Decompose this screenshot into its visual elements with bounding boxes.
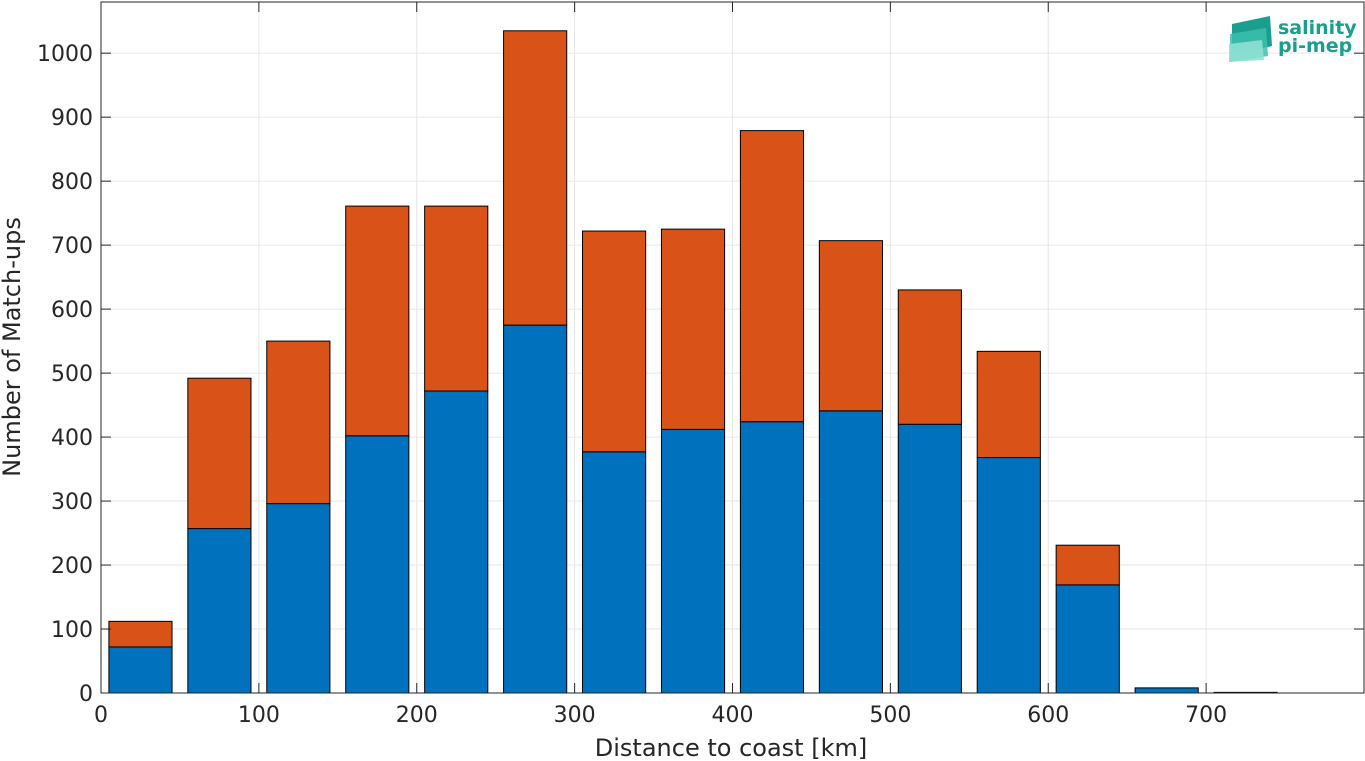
logo-line1: salinity	[1278, 17, 1357, 39]
bar-segment-series-2	[266, 340, 331, 505]
tick-labels: 0 100 200 300 400 500 600 700 0 100 200 300 400 500 60…	[37, 42, 1227, 728]
bar-segment-series-2	[660, 228, 726, 430]
salinity-pi-mep-logo: salinity pi-mep	[1229, 16, 1357, 62]
bar-segment-series-1	[424, 390, 489, 694]
bar-segment-series-2	[503, 30, 568, 326]
bars	[108, 30, 1278, 694]
bar-segment-series-2	[345, 205, 410, 437]
bar-segment-series-1	[1134, 687, 1199, 694]
bar-segment-series-1	[345, 435, 410, 694]
y-tick-label: 0	[79, 682, 93, 707]
bar-segment-series-1	[187, 528, 252, 694]
x-tick-label: 500	[869, 703, 911, 728]
bar-segment-series-2	[424, 205, 489, 392]
y-tick-label: 600	[51, 298, 93, 323]
bar-segment-series-2	[187, 377, 252, 530]
bar-segment-series-1	[897, 423, 962, 694]
bar-segment-series-1	[660, 428, 726, 694]
x-axis-label: Distance to coast [km]	[595, 734, 867, 761]
bar-segment-series-2	[582, 230, 647, 453]
y-tick-label: 200	[51, 554, 93, 579]
y-tick-label: 400	[51, 426, 93, 451]
y-tick-label: 300	[51, 490, 93, 515]
bar-segment-series-2	[818, 240, 883, 412]
bar-segment-series-1	[266, 503, 331, 694]
x-tick-label: 200	[396, 703, 438, 728]
bar-segment-series-1	[1055, 584, 1120, 694]
bar-segment-series-1	[976, 457, 1041, 694]
bar-segment-series-1	[108, 646, 173, 694]
bar-segment-series-2	[897, 289, 962, 425]
y-tick-label: 700	[51, 234, 93, 259]
logo-wave-icon	[1229, 16, 1272, 62]
y-tick-label: 500	[51, 362, 93, 387]
x-tick-label: 0	[94, 703, 108, 728]
x-tick-label: 600	[1027, 703, 1069, 728]
y-tick-label: 900	[51, 106, 93, 131]
x-tick-label: 700	[1185, 703, 1227, 728]
bar-segment-series-2	[739, 130, 805, 423]
bar-segment-series-2	[1055, 544, 1120, 586]
y-axis-label: Number of Match-ups	[0, 217, 26, 477]
y-tick-label: 1000	[37, 42, 93, 67]
bar-segment-series-2	[108, 620, 173, 648]
bar-segment-series-1	[582, 451, 647, 694]
bar-segment-series-1	[739, 421, 805, 694]
x-tick-label: 100	[238, 703, 280, 728]
bar-segment-series-1	[503, 324, 568, 694]
logo-line2: pi-mep	[1278, 35, 1352, 57]
x-tick-label: 300	[554, 703, 596, 728]
bar-segment-series-1	[818, 410, 883, 694]
bar-segment-series-2	[976, 350, 1041, 459]
x-tick-label: 400	[712, 703, 754, 728]
y-tick-label: 800	[51, 170, 93, 195]
y-tick-label: 100	[51, 618, 93, 643]
ticks	[100, 2, 1364, 694]
